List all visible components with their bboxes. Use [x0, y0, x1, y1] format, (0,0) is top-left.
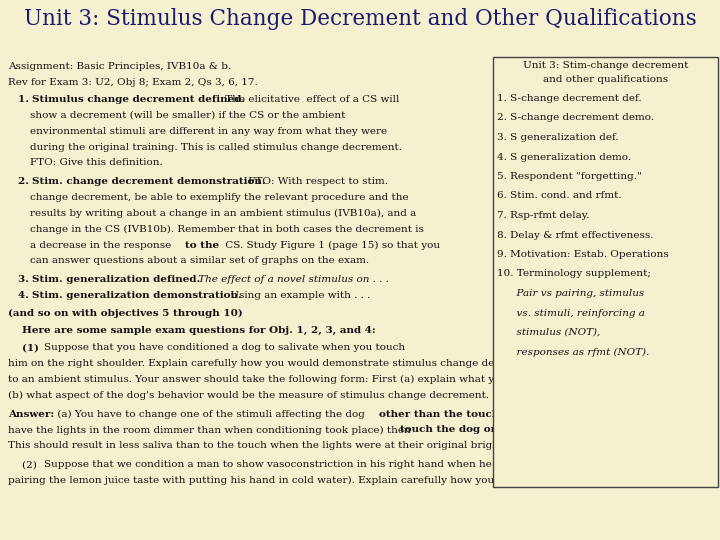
Text: 6. Stim. cond. and rfmt.: 6. Stim. cond. and rfmt. — [497, 192, 621, 200]
Text: 2. S-change decrement demo.: 2. S-change decrement demo. — [497, 113, 654, 123]
Text: him on the right shoulder. Explain carefully how you would demonstrate stimulus : him on the right shoulder. Explain caref… — [8, 359, 607, 368]
Text: 1.: 1. — [18, 95, 32, 104]
Text: responses as rfmt (NOT).: responses as rfmt (NOT). — [497, 348, 649, 356]
Text: Unit 3: Stim-change decrement: Unit 3: Stim-change decrement — [523, 61, 688, 70]
Text: environmental stimuli are different in any way from what they were: environmental stimuli are different in a… — [30, 127, 387, 136]
Text: (1): (1) — [22, 343, 42, 352]
Text: Stimulus change decrement defined.: Stimulus change decrement defined. — [32, 95, 245, 104]
Text: change in the CS (IVB10b). Remember that in both cases the decrement is: change in the CS (IVB10b). Remember that… — [30, 225, 424, 234]
Text: 9. Motivation: Estab. Operations: 9. Motivation: Estab. Operations — [497, 250, 669, 259]
Text: CS. Study Figure 1 (page 15) so that you: CS. Study Figure 1 (page 15) so that you — [222, 240, 440, 249]
Text: Suppose that we condition a man to show vasoconstriction in his right hand when : Suppose that we condition a man to show … — [44, 460, 611, 469]
Text: pairing the lemon juice taste with putting his hand in cold water). Explain care: pairing the lemon juice taste with putti… — [8, 476, 596, 485]
Text: Stim. generalization defined.: Stim. generalization defined. — [32, 275, 200, 284]
Bar — [493, 57, 718, 487]
Text: Unit 3: Stimulus Change Decrement and Other Qualifications: Unit 3: Stimulus Change Decrement and Ot… — [24, 8, 696, 30]
Text: Here are some sample exam questions for Obj. 1, 2, 3, and 4:: Here are some sample exam questions for … — [22, 326, 376, 335]
Text: Pair vs pairing, stimulus: Pair vs pairing, stimulus — [497, 289, 644, 298]
Text: 1. S-change decrement def.: 1. S-change decrement def. — [497, 94, 642, 103]
Text: 5. Respondent "forgetting.": 5. Respondent "forgetting." — [497, 172, 642, 181]
Text: 7. Rsp-rfmt delay.: 7. Rsp-rfmt delay. — [497, 211, 590, 220]
Text: FTO: Give this definition.: FTO: Give this definition. — [30, 158, 163, 167]
Text: 4. S generalization demo.: 4. S generalization demo. — [497, 152, 631, 161]
Text: FTO: With respect to stim.: FTO: With respect to stim. — [245, 177, 388, 186]
Text: (a) You have to change one of the stimuli affecting the dog: (a) You have to change one of the stimul… — [54, 410, 368, 418]
Text: (e.g.: (e.g. — [575, 410, 602, 418]
Text: touch the dog on the shoulder.: touch the dog on the shoulder. — [400, 426, 578, 434]
Text: (2): (2) — [22, 460, 40, 469]
Text: during the original training. This is called stimulus change decrement.: during the original training. This is ca… — [30, 143, 402, 152]
Text: can answer questions about a similar set of graphs on the exam.: can answer questions about a similar set… — [30, 256, 369, 265]
Text: a decrease in the response: a decrease in the response — [30, 240, 174, 249]
Text: This should result in less saliva than to the touch when the lights were at thei: This should result in less saliva than t… — [8, 441, 530, 450]
Text: have the lights in the room dimmer than when conditioning took place) then: have the lights in the room dimmer than … — [8, 426, 414, 435]
Text: and other qualifications: and other qualifications — [543, 75, 668, 84]
Text: (b): (b) — [563, 426, 581, 434]
Text: results by writing about a change in an ambient stimulus (IVB10a), and a: results by writing about a change in an … — [30, 209, 416, 218]
Text: 10. Terminology supplement;: 10. Terminology supplement; — [497, 269, 651, 279]
Text: 8. Delay & rfmt effectiveness.: 8. Delay & rfmt effectiveness. — [497, 231, 654, 240]
Text: 2.: 2. — [18, 177, 32, 186]
Text: vs. stimuli, reinforcing a: vs. stimuli, reinforcing a — [497, 308, 645, 318]
Text: other than the touch on the shoulder: other than the touch on the shoulder — [379, 410, 594, 418]
Text: Using an example with . . .: Using an example with . . . — [227, 291, 370, 300]
Text: Assignment: Basic Principles, IVB10a & b.: Assignment: Basic Principles, IVB10a & b… — [8, 62, 231, 71]
Text: Stim. generalization demonstration.: Stim. generalization demonstration. — [32, 291, 242, 300]
Text: (and so on with objectives 5 through 10): (and so on with objectives 5 through 10) — [8, 308, 243, 318]
Text: Suppose that you have conditioned a dog to salivate when you touch: Suppose that you have conditioned a dog … — [44, 343, 405, 352]
Text: Stim. change decrement demonstration.: Stim. change decrement demonstration. — [32, 177, 266, 186]
Text: Answer:: Answer: — [8, 410, 54, 418]
Text: 4.: 4. — [18, 291, 32, 300]
Text: show a decrement (will be smaller) if the CS or the ambient: show a decrement (will be smaller) if th… — [30, 111, 346, 120]
Text: (b) what aspect of the dog's behavior would be the measure of stimulus change de: (b) what aspect of the dog's behavior wo… — [8, 390, 508, 400]
Text: to an ambient stimulus. Your answer should take the following form: First (a) ex: to an ambient stimulus. Your answer shou… — [8, 375, 589, 384]
Text: Rev for Exam 3: U2, Obj 8; Exam 2, Qs 3, 6, 17.: Rev for Exam 3: U2, Obj 8; Exam 2, Qs 3,… — [8, 78, 258, 87]
Text: The elicitative  effect of a CS will: The elicitative effect of a CS will — [222, 95, 400, 104]
Text: change decrement, be able to exemplify the relevant procedure and the: change decrement, be able to exemplify t… — [30, 193, 409, 202]
Text: stimulus (NOT),: stimulus (NOT), — [497, 328, 600, 337]
Text: 3.: 3. — [18, 275, 32, 284]
Text: 3. S generalization def.: 3. S generalization def. — [497, 133, 618, 142]
Text: to the: to the — [185, 240, 219, 249]
Text: The effect of a novel stimulus on . . .: The effect of a novel stimulus on . . . — [195, 275, 389, 284]
